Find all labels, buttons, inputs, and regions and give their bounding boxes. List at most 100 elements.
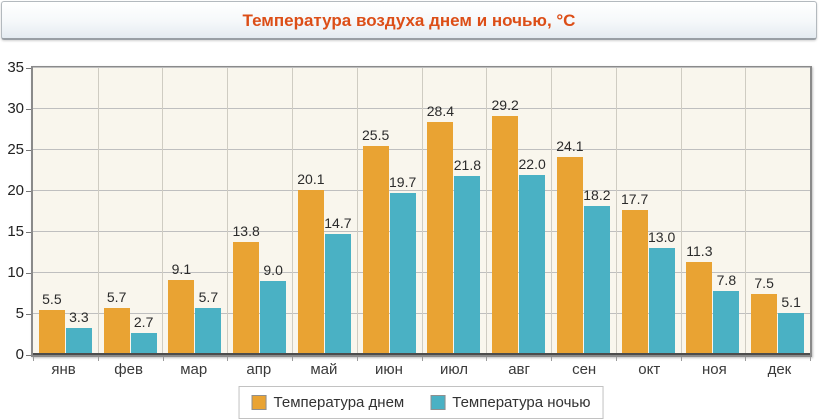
bar-day: 17.7 [621, 191, 648, 355]
bar-day: 13.8 [233, 223, 260, 355]
bar-night: 14.7 [324, 215, 352, 355]
x-axis-line [33, 353, 810, 355]
bar-value-label: 20.1 [297, 171, 325, 188]
gridline-v [680, 68, 682, 355]
y-axis-label: 5 [15, 305, 24, 322]
legend-label-night: Температура ночью [452, 394, 591, 411]
legend-swatch-day [251, 395, 267, 410]
month-column: 29.2 22.0 [486, 68, 551, 355]
bar-value-label: 9.0 [263, 262, 283, 279]
x-axis-labels: янв фев мар апр май июн июл авг сен окт ноя дек [31, 361, 812, 378]
x-axis-label: июл [439, 361, 469, 378]
legend-item-night: Температура ночью [430, 394, 590, 411]
gridline-v [421, 68, 423, 355]
x-axis-label: сен [572, 361, 597, 378]
bar-value-label: 14.7 [324, 215, 352, 232]
x-axis-tick [810, 357, 811, 361]
month-column: 17.7 13.0 [616, 68, 681, 355]
gridline-v [356, 68, 358, 355]
y-axis-tick [26, 109, 31, 110]
x-axis-tick [33, 357, 34, 361]
gridline-v [745, 68, 747, 355]
month-column: 9.1 5.7 [163, 68, 228, 355]
bar-night: 9.0 [260, 262, 287, 355]
bar-columns: 5.5 3.3 5.7 2.7 9.1 5.7 13.8 9.0 20.1 14.7 25.5 19.… [33, 68, 810, 355]
y-axis-label: 10 [7, 264, 24, 281]
chart-header: Температура воздуха днем и ночью, °C [1, 1, 817, 40]
y-axis-label: 30 [7, 100, 24, 117]
x-axis-label: дек [767, 361, 792, 378]
x-axis-label: фев [114, 361, 143, 378]
bar-night: 13.0 [648, 229, 675, 355]
bar-night: 5.1 [778, 294, 805, 355]
month-column: 7.5 5.1 [745, 68, 810, 355]
y-axis-tick [26, 273, 31, 274]
bar-value-label: 21.8 [453, 157, 481, 174]
y-axis-tick [26, 68, 31, 69]
y-axis-tick [26, 191, 31, 192]
y-axis-tick [26, 355, 31, 356]
bar-value-label: 11.3 [686, 243, 713, 260]
legend: Температура днем Температура ночью [238, 386, 604, 419]
bar-value-label: 29.2 [491, 96, 519, 113]
x-axis-tick [551, 357, 552, 361]
bar-night: 19.7 [389, 174, 416, 355]
x-axis-label: ноя [701, 361, 727, 378]
bar-day: 11.3 [686, 243, 712, 355]
bar-value-label: 2.7 [133, 313, 154, 330]
month-column: 11.3 7.8 [681, 68, 746, 355]
month-column: 20.1 14.7 [292, 68, 357, 355]
y-axis-label: 0 [15, 346, 24, 363]
bar-value-label: 22.0 [518, 155, 546, 172]
x-axis-label: мар [180, 361, 208, 378]
bar-day: 24.1 [556, 138, 584, 355]
x-axis-tick [97, 357, 99, 361]
bar-value-label: 13.8 [232, 222, 260, 239]
bar-value-label: 3.3 [69, 308, 89, 325]
bar-value-label: 18.2 [583, 186, 611, 203]
x-axis-label: май [310, 361, 338, 378]
gridline-h [33, 67, 810, 68]
y-axis-tick [26, 150, 31, 151]
chart-title: Температура воздуха днем и ночью, °C [242, 11, 576, 30]
x-axis-label: окт [638, 361, 661, 378]
y-axis-label: 25 [7, 141, 24, 158]
month-column: 5.5 3.3 [33, 68, 98, 355]
x-axis-tick [680, 357, 682, 361]
bar-value-label: 19.7 [389, 174, 417, 191]
x-axis-label: апр [246, 361, 272, 378]
bar-day: 9.1 [168, 261, 195, 355]
bar-value-label: 5.1 [781, 294, 801, 311]
bar-day: 25.5 [362, 127, 389, 355]
month-column: 5.7 2.7 [98, 68, 163, 355]
x-axis-tick [292, 357, 293, 361]
x-axis-tick [356, 357, 358, 361]
x-axis-label: июн [374, 361, 403, 378]
legend-swatch-night [430, 395, 446, 410]
bar-value-label: 9.1 [171, 261, 192, 278]
bar-value-label: 5.7 [198, 289, 219, 306]
bar-value-label: 7.5 [754, 274, 774, 291]
gridline-v [97, 68, 99, 355]
y-axis-label: 20 [7, 182, 24, 199]
month-column: 13.8 9.0 [227, 68, 292, 355]
legend-item-day: Температура днем [251, 394, 404, 411]
gridline-v [615, 68, 617, 355]
bar-night: 2.7 [130, 314, 157, 355]
x-axis-tick [227, 357, 229, 361]
bar-value-label: 28.4 [426, 103, 454, 120]
bar-value-label: 25.5 [362, 126, 390, 143]
y-axis-label: 35 [7, 59, 24, 76]
bar-value-label: 5.5 [42, 290, 62, 307]
x-axis-tick [486, 357, 488, 361]
bar-night: 7.8 [713, 272, 740, 355]
x-axis-tick [615, 357, 617, 361]
gridline-v [227, 68, 229, 355]
y-axis-tick [26, 314, 31, 315]
x-axis-tick [421, 357, 423, 361]
bar-day: 29.2 [492, 97, 519, 355]
x-axis-label: авг [508, 361, 530, 378]
bar-value-label: 17.7 [621, 190, 649, 207]
x-axis-tick [162, 357, 164, 361]
bar-night: 22.0 [519, 156, 546, 355]
